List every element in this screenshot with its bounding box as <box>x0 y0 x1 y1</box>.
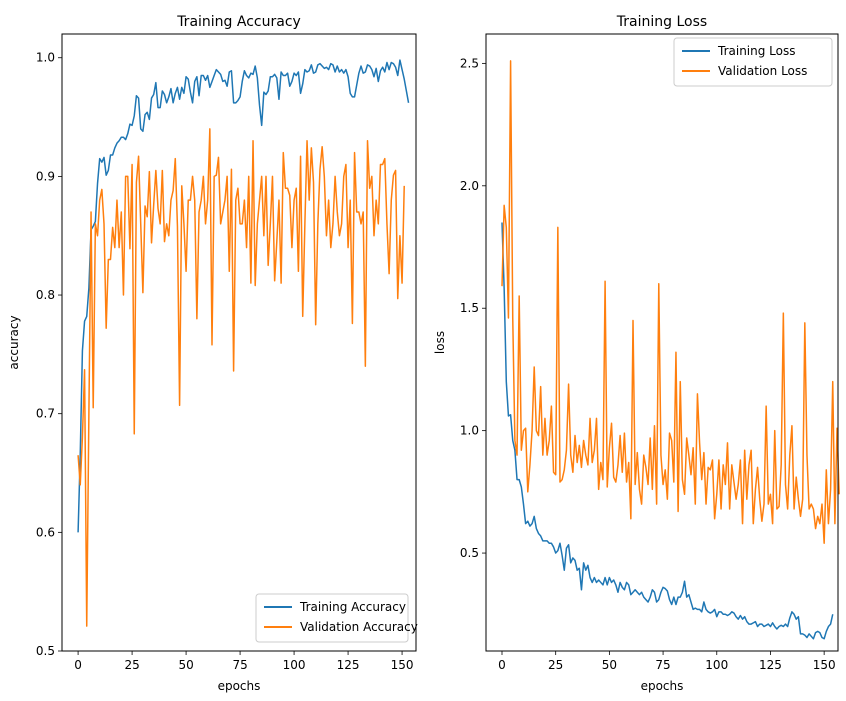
x-tick-label: 150 <box>391 658 414 672</box>
loss-chart-series <box>501 60 840 640</box>
x-tick-label: 0 <box>74 658 82 672</box>
x-tick-label: 50 <box>602 658 617 672</box>
y-tick-label: 1.0 <box>460 424 479 438</box>
x-tick-label: 125 <box>337 658 360 672</box>
series-line-training-accuracy <box>77 59 410 533</box>
series-line-training-loss <box>501 222 834 640</box>
y-tick-label: 0.9 <box>36 169 55 183</box>
y-tick-label: 0.5 <box>36 644 55 658</box>
x-tick-label: 25 <box>124 658 139 672</box>
y-tick-label: 2.0 <box>460 179 479 193</box>
y-tick-label: 2.5 <box>460 56 479 70</box>
legend-label-training-loss: Training Loss <box>717 44 795 58</box>
x-tick-label: 100 <box>283 658 306 672</box>
x-tick-label: 50 <box>178 658 193 672</box>
y-tick-label: 0.7 <box>36 407 55 421</box>
accuracy-chart-xlabel: epochs <box>218 679 261 693</box>
x-tick-label: 125 <box>759 658 782 672</box>
legend-label-validation-loss: Validation Loss <box>718 64 807 78</box>
y-tick-label: 0.5 <box>460 546 479 560</box>
loss-chart-ticks: 0 25 50 75 100 125 150 0.5 1.0 1.5 2.0 2.5 <box>460 56 836 672</box>
x-tick-label: 100 <box>705 658 728 672</box>
accuracy-chart-ticks: 0 25 50 75 100 125 150 0.5 0.6 0.7 0.8 0.9 1.0 <box>36 51 414 672</box>
y-tick-label: 1.5 <box>460 301 479 315</box>
loss-chart-frame <box>485 33 839 652</box>
legend-label-validation-accuracy: Validation Accuracy <box>300 620 418 634</box>
x-tick-label: 150 <box>813 658 836 672</box>
x-tick-label: 75 <box>655 658 670 672</box>
legend-label-training-accuracy: Training Accuracy <box>299 600 406 614</box>
y-tick-label: 0.8 <box>36 288 55 302</box>
loss-chart-legend: Training Loss Validation Loss <box>673 37 833 87</box>
accuracy-chart-legend: Training Accuracy Validation Accuracy <box>255 593 418 643</box>
loss-chart-ylabel: loss <box>433 331 447 354</box>
loss-chart-xlabel: epochs <box>641 679 684 693</box>
accuracy-chart-frame <box>61 33 417 652</box>
accuracy-chart-ylabel: accuracy <box>7 315 21 369</box>
loss-chart-title: Training Loss <box>616 14 707 30</box>
x-tick-label: 25 <box>548 658 563 672</box>
accuracy-legend-box <box>255 593 409 643</box>
y-tick-label: 1.0 <box>36 51 55 65</box>
y-tick-label: 0.6 <box>36 525 55 539</box>
series-line-validation-accuracy <box>77 128 405 627</box>
accuracy-chart-series <box>77 59 410 627</box>
series-line-validation-loss <box>501 60 840 545</box>
x-tick-label: 0 <box>498 658 506 672</box>
loss-chart: Training Loss 0 25 50 75 100 125 150 0.5 1.0 1.5 2… <box>433 14 840 693</box>
loss-legend-box <box>673 37 833 87</box>
accuracy-chart-title: Training Accuracy <box>176 14 301 30</box>
accuracy-chart: Training Accuracy 0 25 50 75 100 125 150 0.5 0.6… <box>7 14 418 693</box>
x-tick-label: 75 <box>232 658 247 672</box>
